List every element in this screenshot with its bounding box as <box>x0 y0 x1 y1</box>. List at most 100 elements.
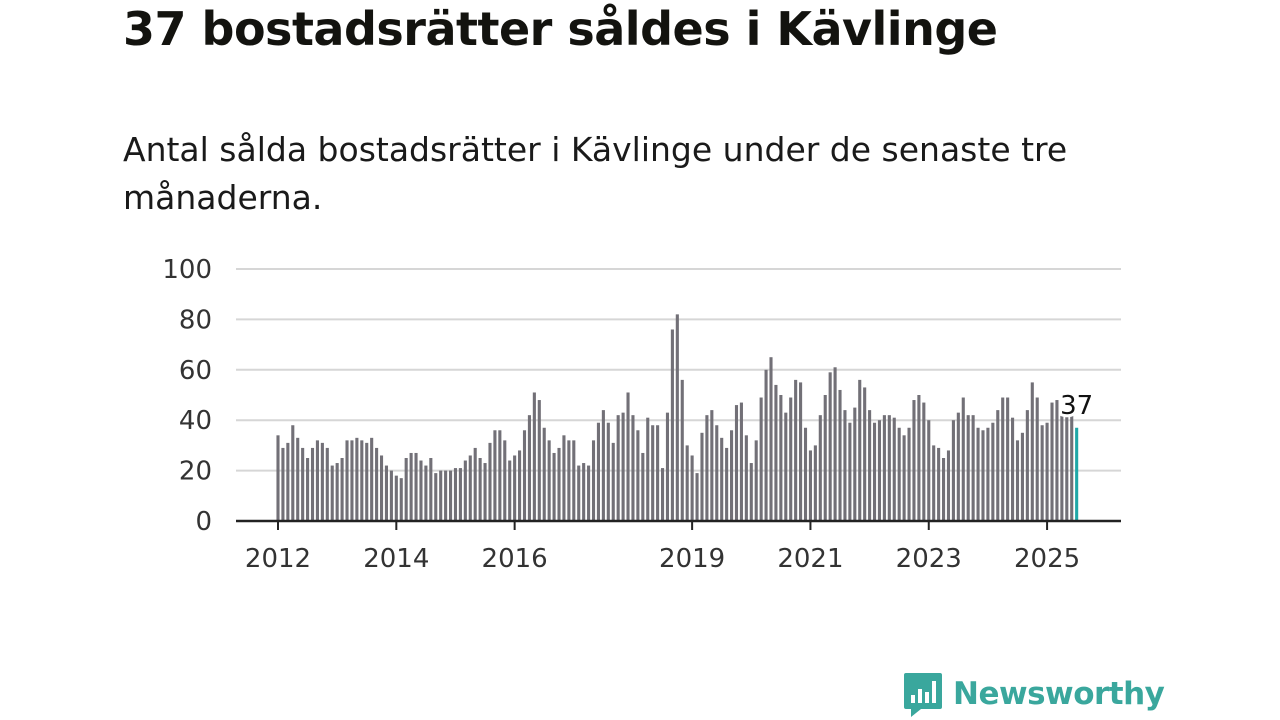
bar <box>789 397 793 521</box>
bar <box>991 422 995 521</box>
bar <box>596 422 600 521</box>
bar <box>365 442 369 521</box>
bar <box>379 455 384 521</box>
bar <box>296 437 300 521</box>
bar <box>656 425 660 521</box>
bar <box>449 470 453 521</box>
bar <box>942 458 946 521</box>
bar <box>315 440 319 521</box>
bar <box>764 369 768 521</box>
bar <box>414 452 418 521</box>
bar <box>927 420 931 521</box>
bar <box>444 470 448 521</box>
bar <box>606 422 610 521</box>
bar <box>562 435 566 521</box>
bar <box>680 379 684 521</box>
bar <box>700 432 704 521</box>
bar <box>882 415 886 521</box>
bar <box>453 468 458 521</box>
bar <box>621 412 625 521</box>
bar <box>527 415 531 521</box>
bar <box>705 415 709 521</box>
x-tick-label: 2019 <box>659 544 725 574</box>
bar <box>887 415 891 521</box>
bar <box>419 460 423 521</box>
bar <box>917 395 921 521</box>
bar <box>577 465 581 521</box>
y-tick-label: 60 <box>179 356 212 386</box>
bar <box>301 447 305 521</box>
bar <box>1025 410 1029 521</box>
bar <box>976 427 980 521</box>
bar <box>636 430 640 521</box>
bar <box>730 430 734 521</box>
bar <box>1045 422 1049 521</box>
bar <box>587 465 591 521</box>
bar <box>897 427 901 521</box>
bar <box>1035 397 1039 521</box>
bar <box>951 420 955 521</box>
y-tick-label: 20 <box>179 457 212 487</box>
x-tick-label: 2014 <box>363 544 429 574</box>
bar <box>503 440 507 521</box>
bar <box>966 415 970 521</box>
y-tick-label: 80 <box>179 305 212 335</box>
bar <box>522 430 527 521</box>
bar <box>725 447 729 521</box>
bar <box>843 410 847 521</box>
bar <box>360 440 364 521</box>
bar <box>493 430 497 521</box>
bar <box>1030 382 1034 521</box>
bar <box>1055 400 1059 521</box>
x-tick-label: 2012 <box>245 544 311 574</box>
bar <box>557 447 561 521</box>
bar <box>310 447 315 521</box>
bar <box>291 425 295 521</box>
bar <box>582 463 586 521</box>
bar <box>932 445 936 521</box>
bar <box>389 470 393 521</box>
bar <box>409 452 413 521</box>
bar <box>547 440 551 521</box>
bar <box>567 440 571 521</box>
chart-subtitle: Antal sålda bostadsrätter i Kävlinge und… <box>123 130 1068 217</box>
bar <box>744 435 748 521</box>
bar <box>508 460 512 521</box>
bar <box>858 379 862 521</box>
y-axis-labels: 0 20 40 60 80 100 <box>162 255 212 537</box>
bar <box>473 447 477 521</box>
bar <box>660 468 665 521</box>
bar <box>813 445 817 521</box>
bar <box>498 430 502 521</box>
bar <box>542 427 546 521</box>
bar <box>1040 425 1044 521</box>
bar <box>794 379 798 521</box>
bar <box>611 442 615 521</box>
bar <box>399 478 403 521</box>
bar <box>281 447 285 521</box>
bar <box>626 392 630 521</box>
bar <box>429 458 433 521</box>
bar <box>946 450 951 521</box>
bar <box>784 412 788 521</box>
bar <box>877 420 882 521</box>
bar <box>779 395 783 521</box>
bar <box>833 367 837 521</box>
bar <box>986 427 990 521</box>
bar <box>488 442 492 521</box>
bar <box>1011 417 1015 521</box>
bar <box>286 442 290 521</box>
bar <box>670 329 674 521</box>
bar <box>1001 397 1005 521</box>
bar <box>848 422 852 521</box>
bar <box>384 465 389 521</box>
bar <box>1060 415 1064 521</box>
bar <box>675 314 679 521</box>
bar <box>685 445 689 521</box>
bar <box>937 447 941 521</box>
bar <box>971 415 975 521</box>
bar <box>1020 432 1024 521</box>
bar <box>892 417 896 521</box>
bar <box>769 357 773 521</box>
